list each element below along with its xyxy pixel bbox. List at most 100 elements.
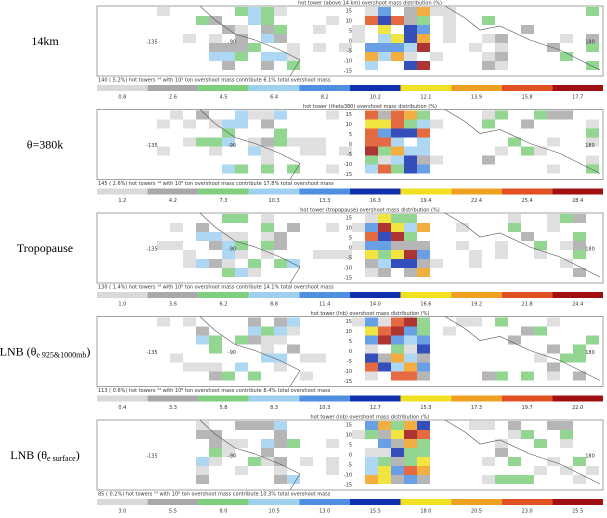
map-cell xyxy=(326,164,339,174)
lat-label: 0 xyxy=(349,349,352,355)
map-cell xyxy=(365,430,378,439)
map-cell xyxy=(183,250,196,259)
map-cell xyxy=(222,214,235,223)
map-cell xyxy=(495,43,508,52)
colorbar-segment xyxy=(97,499,148,505)
lat-label: 10 xyxy=(346,433,352,439)
map-cell xyxy=(404,241,417,250)
colorbar-tick-label: 2.6 xyxy=(169,95,177,101)
map-cell xyxy=(365,344,378,354)
lat-label: -15 xyxy=(344,172,352,178)
map-cell xyxy=(391,362,404,372)
map-cell xyxy=(560,241,573,250)
colorbar-segment xyxy=(198,395,249,402)
lon-label: -90 xyxy=(228,454,236,460)
lat-label: -10 xyxy=(344,473,352,479)
map-cell xyxy=(287,344,300,354)
map-cell xyxy=(404,353,417,363)
map-cell xyxy=(352,430,365,439)
map-cell xyxy=(261,164,274,174)
colorbar-segment xyxy=(552,292,603,298)
map-cell xyxy=(378,241,391,250)
colorbar-tick-label: 8.0 xyxy=(220,509,228,515)
map-cell xyxy=(521,475,534,484)
colorbar-tick-label: 0.4 xyxy=(118,405,126,411)
map-cell xyxy=(209,241,222,250)
map-cell xyxy=(482,34,495,43)
map-cell xyxy=(248,137,261,147)
row-label-main: Tropopause xyxy=(17,241,73,255)
map-cell xyxy=(365,326,378,336)
map-cell xyxy=(378,335,391,345)
map-cell xyxy=(261,119,274,129)
map-cell xyxy=(404,214,417,223)
map-cell xyxy=(365,128,378,138)
colorbar-tick-label: 13.9 xyxy=(471,95,482,101)
map-cell xyxy=(547,137,560,147)
map-cell xyxy=(248,371,261,381)
map-cell xyxy=(404,232,417,241)
map-cell xyxy=(586,34,599,43)
map-cell xyxy=(274,137,287,147)
colorbar-segment xyxy=(400,292,452,298)
map-cell xyxy=(313,137,326,147)
map-cell xyxy=(157,7,170,16)
map-cell xyxy=(287,317,300,327)
map-cell xyxy=(261,7,274,16)
map-cell xyxy=(274,439,287,448)
colorbar-segment xyxy=(501,85,553,91)
map-cell xyxy=(313,353,326,363)
map-cell xyxy=(430,52,443,61)
map-cell xyxy=(391,326,404,336)
map-cell xyxy=(274,457,287,466)
map-cell xyxy=(222,43,235,52)
map-cell xyxy=(274,466,287,475)
row-label: Tropopause xyxy=(17,241,73,255)
colorbar-tick-label: 8.2 xyxy=(321,95,329,101)
map-cell xyxy=(573,250,586,259)
lon-label: -90 xyxy=(228,143,236,149)
coastline xyxy=(444,212,601,278)
map-cell xyxy=(391,146,404,156)
lon-label: -135 xyxy=(146,454,157,460)
map-cell xyxy=(469,250,482,259)
map-cell xyxy=(313,146,326,156)
colorbar-segment xyxy=(400,85,452,91)
colorbar-tick-label: 19.4 xyxy=(420,198,431,204)
lat-label: -5 xyxy=(347,256,352,262)
lat-label: 10 xyxy=(346,19,352,25)
map-cell xyxy=(482,371,495,381)
map-cell xyxy=(404,439,417,448)
colorbar-segment xyxy=(248,85,300,91)
map-cell xyxy=(235,25,248,34)
colorbar-tick-label: 22.0 xyxy=(572,405,583,411)
map-cell xyxy=(183,259,196,268)
map-cell xyxy=(469,317,482,327)
map-cell xyxy=(417,457,430,466)
lat-label: 15 xyxy=(346,319,352,325)
map-cell xyxy=(495,250,508,259)
map-cell xyxy=(378,25,391,34)
lon-label: -90 xyxy=(228,40,236,46)
map-cell xyxy=(404,344,417,354)
map-cell xyxy=(417,430,430,439)
row-label-sub: e 925&1000mb xyxy=(36,350,86,359)
map-cell xyxy=(482,110,495,120)
map-cell xyxy=(378,146,391,156)
colorbar-tick-label: 14.0 xyxy=(370,302,381,308)
map-cell xyxy=(248,7,261,16)
map-cell xyxy=(209,371,222,381)
map-cell xyxy=(326,439,339,448)
caption: 130 ( 1.4%) hot towers ¹⁴ with 10⁸ ton o… xyxy=(98,285,334,291)
colorbar-tick-label: 12.1 xyxy=(420,95,431,101)
map-cell xyxy=(391,430,404,439)
map-cell xyxy=(495,448,508,457)
map-cell xyxy=(157,119,170,129)
map-cell xyxy=(313,43,326,52)
colorbar-segment xyxy=(147,499,199,505)
lat-label: 15 xyxy=(346,423,352,429)
map-cell xyxy=(586,466,599,475)
lat-label: -10 xyxy=(344,162,352,168)
colorbar-segment xyxy=(299,499,350,505)
